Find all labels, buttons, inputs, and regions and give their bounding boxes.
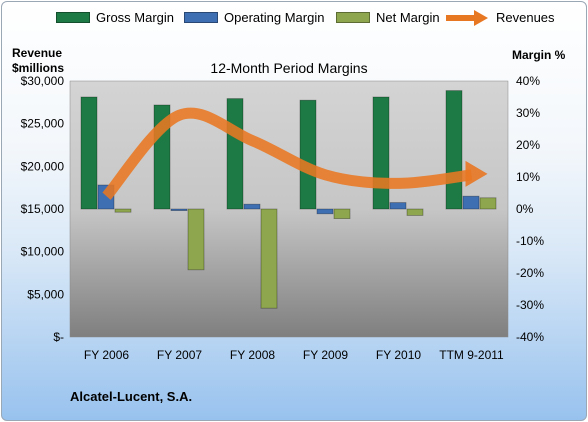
operating-margin-bar bbox=[316, 208, 334, 215]
operating-margin-bar bbox=[462, 195, 480, 210]
operating-margin-bar bbox=[389, 202, 407, 210]
net-margin-swatch bbox=[336, 12, 370, 23]
left-axis-title: Revenue $millions bbox=[12, 46, 64, 76]
gross-margin-bar bbox=[372, 96, 390, 210]
right-axis-title: Margin % bbox=[512, 48, 566, 62]
right-tick-label: -30% bbox=[516, 298, 544, 312]
category-label: FY 2008 bbox=[230, 348, 275, 362]
gross-margin-bar bbox=[80, 96, 98, 210]
legend-label: Gross Margin bbox=[96, 10, 175, 25]
operating-margin-bar bbox=[170, 208, 188, 211]
category-label: TTM 9-2011 bbox=[439, 348, 504, 362]
left-tick-label: $10,000 bbox=[21, 245, 65, 259]
category-label: FY 2010 bbox=[376, 348, 421, 362]
revenues-arrowhead bbox=[465, 160, 488, 187]
company-name: Alcatel-Lucent, S.A. bbox=[70, 389, 193, 404]
legend-operating-margin: Operating Margin bbox=[184, 10, 324, 25]
net-margin-bar bbox=[187, 208, 205, 271]
gross-margin-bar bbox=[445, 90, 463, 210]
left-tick-label: $25,000 bbox=[21, 117, 65, 131]
category-label: FY 2006 bbox=[84, 348, 129, 362]
revenues-line bbox=[102, 107, 473, 200]
right-tick-label: 0% bbox=[516, 202, 534, 216]
right-tick-label: -10% bbox=[516, 234, 544, 248]
legend-gross-margin: Gross Margin bbox=[56, 10, 174, 25]
legend-label: Revenues bbox=[496, 10, 555, 25]
operating-margin-swatch bbox=[184, 12, 218, 23]
net-margin-bar bbox=[406, 208, 424, 216]
legend-revenues: Revenues bbox=[446, 9, 555, 26]
net-margin-bar bbox=[479, 197, 497, 210]
left-axis-title-line2: $millions bbox=[12, 61, 65, 75]
left-axis-title-line1: Revenue bbox=[12, 46, 63, 60]
net-margin-bar bbox=[260, 208, 278, 309]
category-label: FY 2007 bbox=[157, 348, 202, 362]
right-tick-label: 10% bbox=[516, 170, 540, 184]
legend-label: Net Margin bbox=[376, 10, 440, 25]
left-tick-label: $- bbox=[53, 330, 64, 344]
gross-margin-swatch bbox=[56, 12, 90, 23]
chart-title: 12-Month Period Margins bbox=[210, 60, 368, 76]
left-tick-label: $5,000 bbox=[27, 287, 64, 301]
left-tick-label: $30,000 bbox=[21, 74, 65, 88]
legend-label: Operating Margin bbox=[224, 10, 325, 25]
revenues-arrow-icon bbox=[446, 9, 490, 26]
left-tick-label: $15,000 bbox=[21, 202, 65, 216]
left-tick-label: $20,000 bbox=[21, 159, 65, 173]
legend-net-margin: Net Margin bbox=[336, 10, 440, 25]
right-tick-label: 40% bbox=[516, 74, 540, 88]
right-tick-label: 30% bbox=[516, 106, 540, 120]
right-tick-label: 20% bbox=[516, 138, 540, 152]
net-margin-bar bbox=[333, 208, 351, 219]
right-tick-label: -40% bbox=[516, 330, 544, 344]
gross-margin-bar bbox=[226, 98, 244, 210]
legend: Gross Margin Operating Margin Net Margin… bbox=[0, 9, 588, 32]
gross-margin-bar bbox=[299, 99, 317, 210]
plot-area bbox=[69, 80, 509, 338]
operating-margin-bar bbox=[243, 203, 261, 210]
net-margin-bar bbox=[114, 208, 132, 213]
right-tick-label: -20% bbox=[516, 266, 544, 280]
category-label: FY 2009 bbox=[303, 348, 348, 362]
